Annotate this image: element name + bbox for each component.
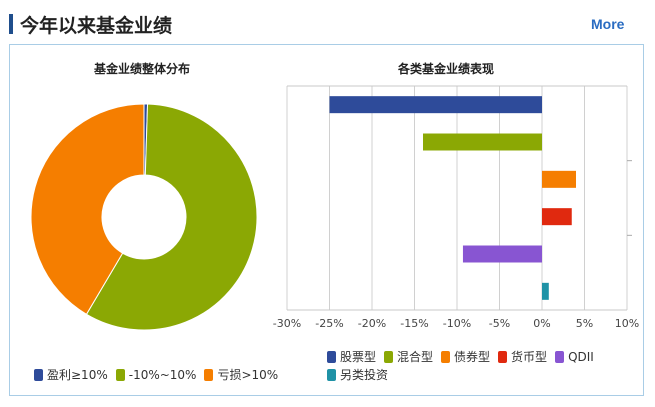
legend-label: 混合型 [397,350,434,364]
x-tick-label: 5% [576,317,593,330]
legend-swatch [34,368,43,381]
pie-slice-2[interactable] [85,103,258,331]
distribution-donut-chart [30,103,258,331]
bar-legend-item[interactable]: 另类投资 [327,366,388,383]
bar-3[interactable] [542,170,576,188]
bar-2[interactable] [423,133,542,151]
legend-label: 另类投资 [340,368,389,382]
legend-swatch [384,350,394,363]
bar-legend-item[interactable]: 债券型 [441,348,490,365]
pie-slice-3[interactable] [30,103,145,315]
pie-legend: 盈利≥10% -10%~10% 亏损>10% [34,366,286,384]
legend-label: 债券型 [454,350,491,364]
x-tick-label: -5% [489,317,510,330]
bar-4[interactable] [542,208,572,226]
section-header: 今年以来基金业绩 More [0,0,655,44]
bar-1[interactable] [329,96,543,114]
legend-label: 盈利≥10% [47,368,108,382]
legend-label: 货币型 [511,350,548,364]
legend-swatch [555,350,565,363]
pie-legend-item[interactable]: -10%~10% [115,367,197,382]
x-tick-label: -15% [400,317,428,330]
bar-legend-item[interactable]: 股票型 [327,348,376,365]
legend-label: 股票型 [340,350,377,364]
x-tick-label: 0% [533,317,550,330]
legend-swatch [115,368,125,381]
bar-legend-row-2: 另类投资 [327,366,396,384]
bar-legend-item[interactable]: QDII [555,350,594,364]
x-tick-label: -20% [358,317,386,330]
pie-legend-item[interactable]: 盈利≥10% [34,366,108,383]
legend-swatch [441,350,451,363]
legend-label: 亏损>10% [217,368,279,382]
pie-legend-item[interactable]: 亏损>10% [204,366,278,383]
header-accent-bar [9,14,13,34]
bar-legend-item[interactable]: 混合型 [384,348,433,365]
x-tick-label: 10% [615,317,639,330]
legend-swatch [204,368,214,381]
section-title: 今年以来基金业绩 [20,15,173,37]
x-tick-label: -30% [273,317,301,330]
legend-swatch [498,350,508,363]
bar-legend-item[interactable]: 货币型 [498,348,547,365]
x-tick-label: -25% [315,317,343,330]
legend-swatch [327,350,336,363]
x-tick-label: -10% [443,317,471,330]
legend-label: -10%~10% [128,367,197,382]
pie-chart-title: 基金业绩整体分布 [94,62,191,76]
bar-chart-title: 各类基金业绩表现 [398,62,495,76]
bar-legend: 股票型 混合型 债券型 货币型 QDII [327,348,602,366]
bar-5[interactable] [462,245,542,263]
category-bar-chart: -30% -25% -20% -15% -10% -5% 0% 5% 10% [273,85,639,330]
legend-label: QDII [568,349,594,364]
legend-swatch [327,368,336,381]
bar-6[interactable] [542,282,549,300]
more-link[interactable]: More [591,16,625,32]
